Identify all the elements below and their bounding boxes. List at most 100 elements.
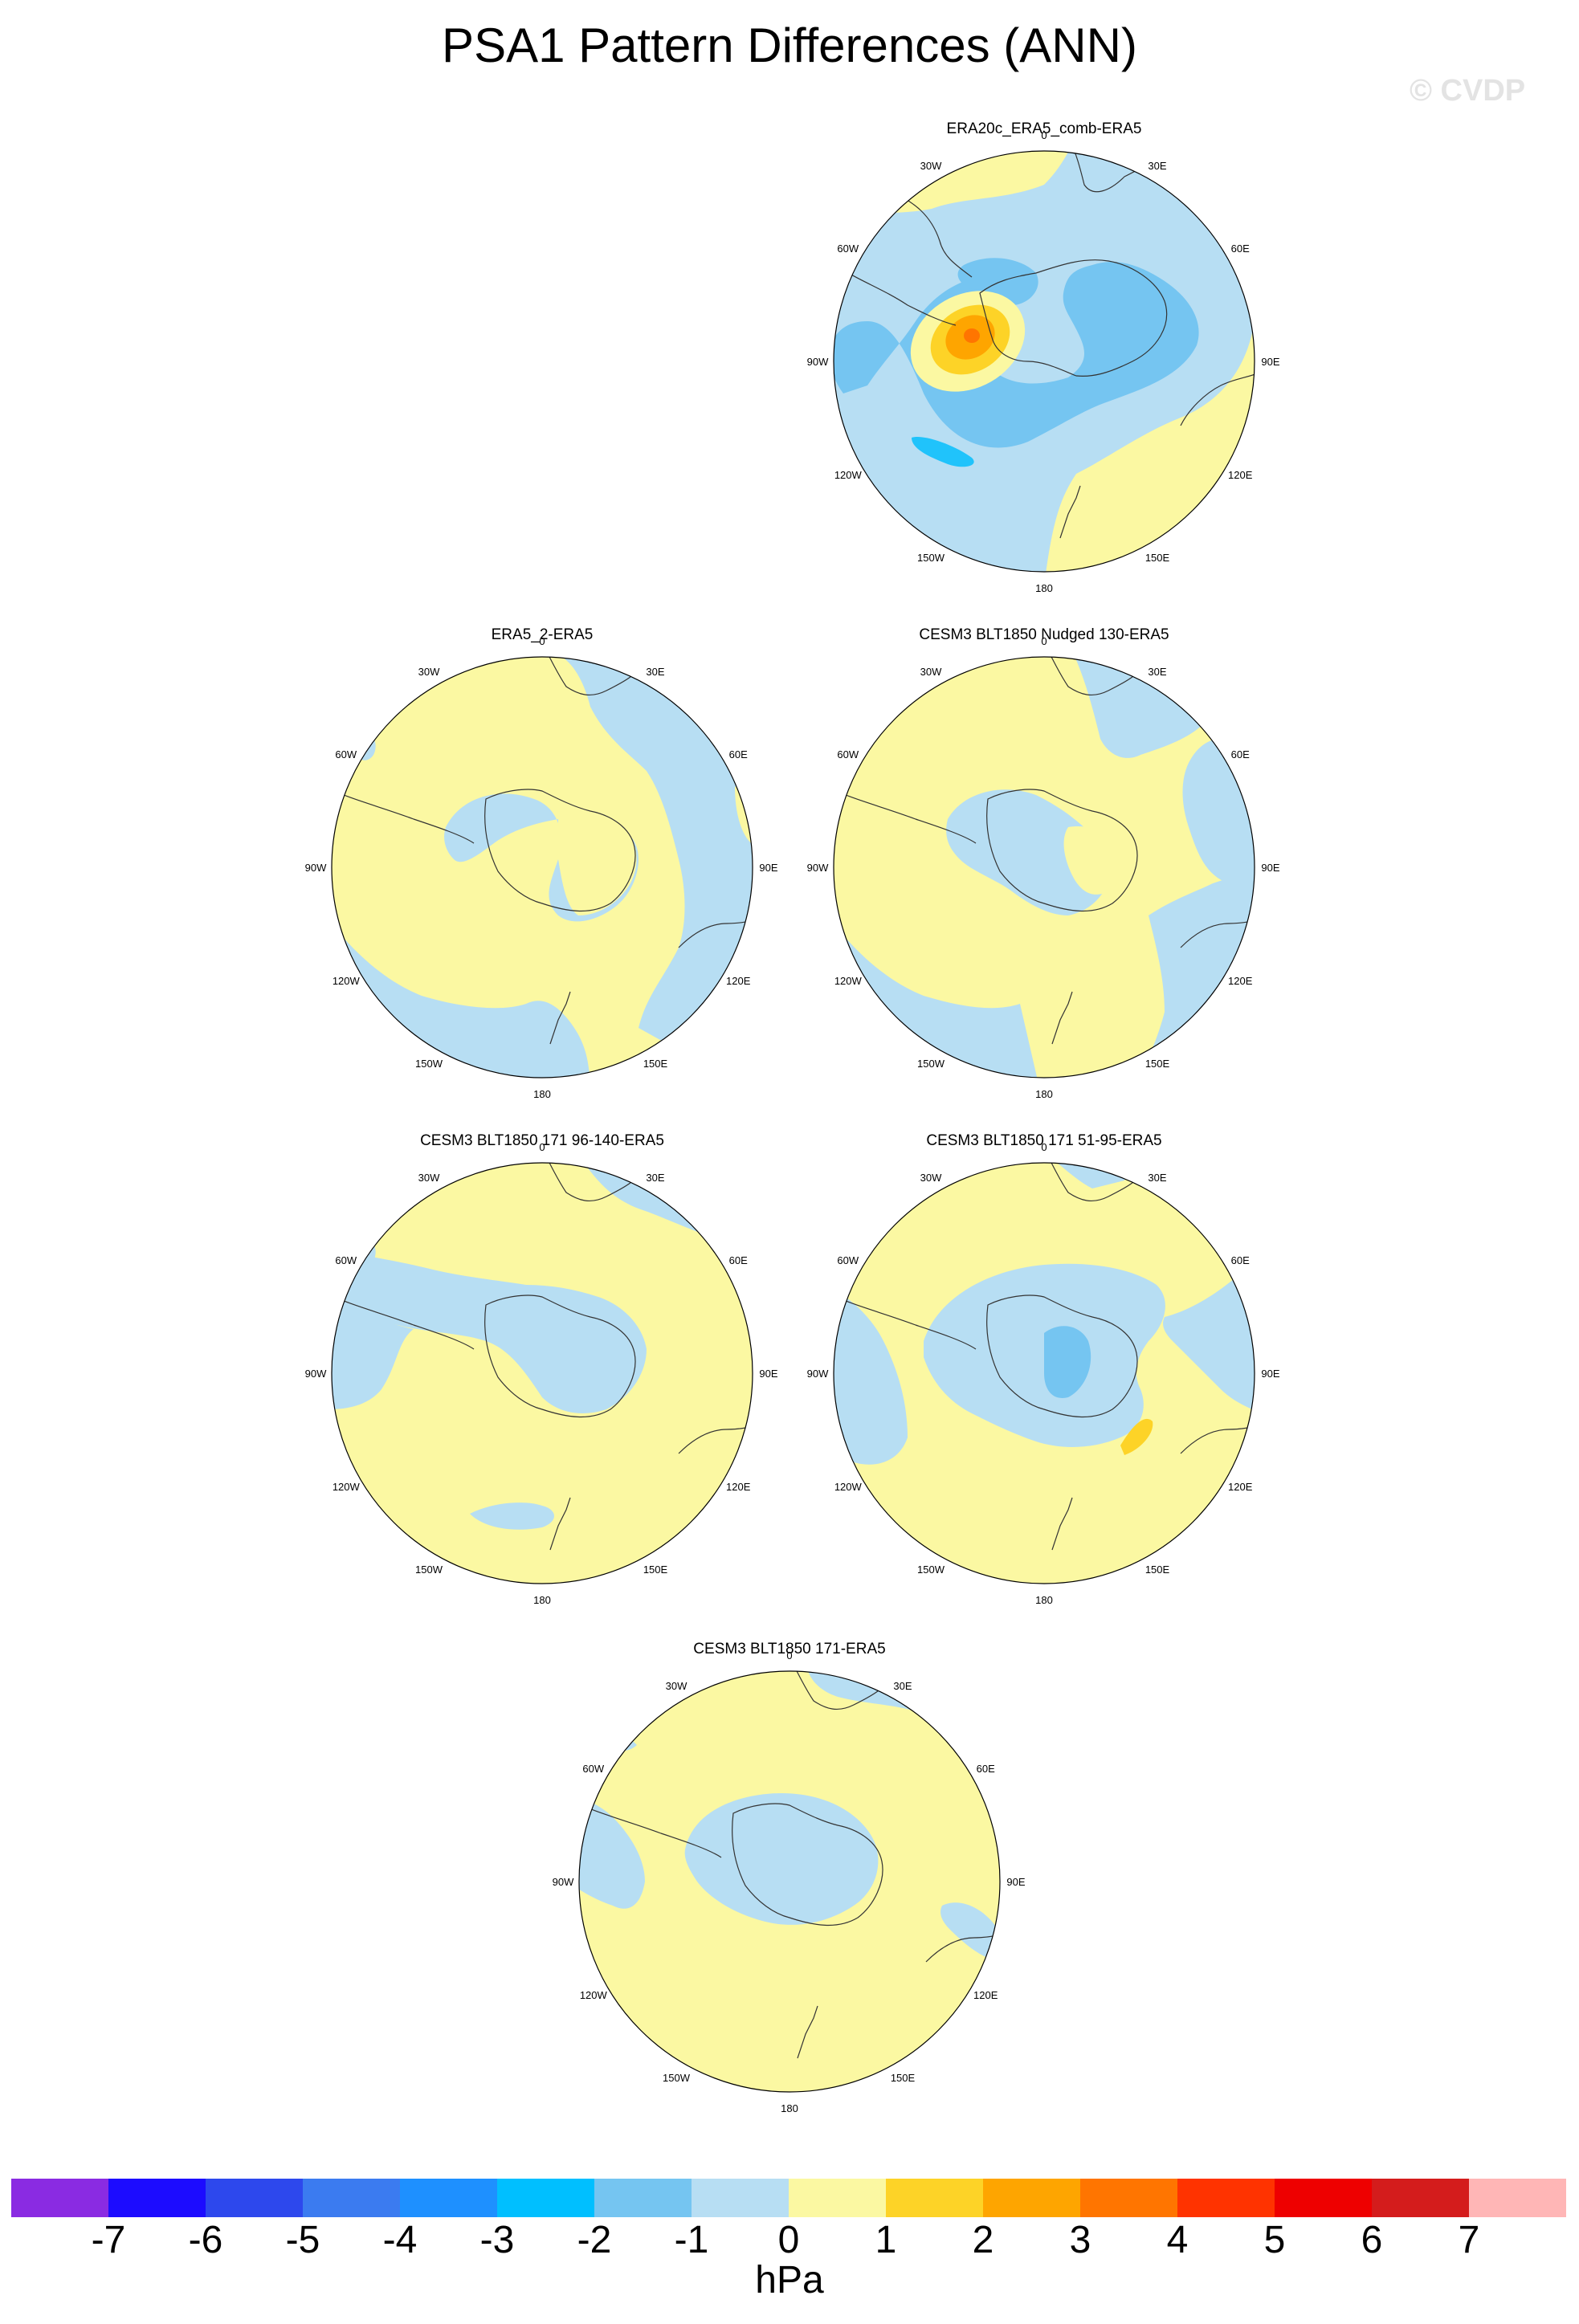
longitude-label: 180	[533, 1088, 551, 1100]
colorbar-box	[886, 2179, 983, 2217]
longitude-label: 60W	[837, 243, 859, 255]
longitude-label: 150W	[663, 2072, 691, 2084]
polar-map-2: ERA5_2-ERA5 0 30E 60E 90E 120E 150E 180 150W 120…	[305, 626, 778, 1100]
colorbar-tick: 4	[1166, 2219, 1189, 2261]
negative-region	[1163, 1266, 1255, 1421]
longitude-label: 60E	[1231, 1254, 1250, 1266]
colorbar-box	[692, 2179, 789, 2217]
longitude-label: 90W	[553, 1876, 574, 1888]
colorbar-tick: 2	[972, 2219, 994, 2261]
longitude-label: 0	[539, 1141, 545, 1153]
colorbar-box	[1177, 2179, 1275, 2217]
longitude-label: 120W	[580, 1989, 608, 2001]
positive-region	[1063, 826, 1126, 895]
figure-title: PSA1 Pattern Differences (ANN)	[442, 18, 1137, 72]
longitude-label: 150E	[1145, 552, 1170, 564]
colorbar-tick: -2	[577, 2219, 612, 2261]
longitude-label: 30E	[1148, 1172, 1166, 1184]
longitude-label: 120W	[834, 1481, 863, 1493]
longitude-label: 180	[1035, 1594, 1053, 1606]
longitude-label: 150E	[891, 2072, 916, 2084]
longitude-label: 90E	[1261, 1368, 1279, 1380]
longitude-label: 120E	[726, 975, 751, 987]
map-panel-1: ERA20c_ERA5_comb-ERA5 0 30E 60E 90E 120E 150E…	[803, 120, 1285, 602]
longitude-label: 180	[1035, 1088, 1053, 1100]
longitude-label: 150W	[415, 1564, 443, 1576]
longitude-label: 120W	[834, 469, 863, 481]
polar-map-4: CESM3 BLT1850 171 96-140-ERA5 0 30E 60E 90E…	[305, 1132, 778, 1606]
longitude-label: 60E	[1231, 748, 1250, 760]
cvdp-watermark: © CVDP	[1410, 74, 1526, 108]
colorbar-tick: -7	[91, 2219, 126, 2261]
longitude-label: 0	[786, 1649, 792, 1661]
negative-region	[332, 1245, 647, 1413]
map-boundary	[331, 1162, 753, 1584]
polar-map-3: CESM3 BLT1850 Nudged 130-ERA5 0 30E 60E 90E…	[807, 626, 1280, 1100]
longitude-label: 180	[781, 2102, 798, 2114]
longitude-label: 120E	[726, 1481, 751, 1493]
longitude-labels: 0 30E 60E 90E 120E 150E 180 150W 120W 90W 60W 30W	[305, 635, 778, 1100]
panel-title: ERA5_2-ERA5	[492, 626, 594, 643]
longitude-label: 30W	[418, 666, 440, 678]
longitude-label: 120W	[333, 975, 361, 987]
longitude-label: 30W	[418, 1172, 440, 1184]
longitude-label: 150E	[1145, 1564, 1170, 1576]
colorbar-tick: -1	[674, 2219, 709, 2261]
panel-title: CESM3 BLT1850 171 51-95-ERA5	[926, 1132, 1161, 1149]
longitude-label: 120E	[1228, 975, 1253, 987]
coastlines	[579, 1671, 1000, 2059]
panel-title: ERA20c_ERA5_comb-ERA5	[947, 120, 1142, 137]
longitude-labels: 0 30E 60E 90E 120E 150E 180 150W 120W 90W 60W 30W	[305, 1141, 778, 1606]
longitude-label: 30W	[920, 1172, 942, 1184]
colorbar-box	[983, 2179, 1080, 2217]
negative-region	[597, 1728, 637, 1751]
longitude-label: 60W	[335, 1254, 357, 1266]
longitude-label: 0	[1041, 635, 1047, 647]
longitude-label: 0	[1041, 129, 1047, 141]
negative-region	[684, 1793, 879, 1925]
longitude-label: 120E	[973, 1989, 998, 2001]
longitude-label: 120E	[1228, 469, 1253, 481]
longitude-label: 60E	[729, 748, 748, 760]
colorbar-tick: 0	[777, 2219, 800, 2261]
colorbar-tick: -5	[285, 2219, 320, 2261]
longitude-label: 150E	[643, 1564, 668, 1576]
negative-region	[579, 1793, 645, 1909]
longitude-label: 90W	[807, 862, 829, 874]
longitude-label: 90E	[1261, 356, 1279, 368]
longitude-label: 180	[533, 1594, 551, 1606]
colorbar-box	[594, 2179, 692, 2217]
longitude-label: 120E	[1228, 1481, 1253, 1493]
longitude-label: 90W	[305, 862, 327, 874]
colorbar-tick: 5	[1263, 2219, 1286, 2261]
positive-region	[558, 815, 637, 915]
colorbar	[11, 2179, 1566, 2217]
colorbar-box	[206, 2179, 303, 2217]
colorbar-box	[1372, 2179, 1469, 2217]
longitude-label: 60E	[977, 1763, 995, 1775]
longitude-label: 30E	[1148, 666, 1166, 678]
positive-anomaly	[1120, 1418, 1153, 1455]
longitude-label: 180	[1035, 582, 1053, 594]
positive-anomaly-core	[964, 328, 980, 343]
longitude-label: 30E	[646, 666, 664, 678]
colorbar-box	[1080, 2179, 1177, 2217]
longitude-label: 60W	[582, 1763, 604, 1775]
longitude-label: 90E	[1006, 1876, 1025, 1888]
longitude-label: 90E	[759, 862, 777, 874]
negative-region	[834, 262, 1199, 448]
longitude-label: 150W	[415, 1058, 443, 1070]
longitude-label: 30W	[666, 1680, 687, 1692]
longitude-labels: 0 30E 60E 90E 120E 150E 180 150W 120W 90W 60W 30W	[807, 635, 1280, 1100]
moderate-negative-region	[1044, 1326, 1091, 1398]
colorbar-tick: 7	[1458, 2219, 1480, 2261]
longitude-label: 60W	[837, 748, 859, 760]
longitude-label: 150W	[917, 1058, 945, 1070]
negative-region	[470, 1502, 554, 1530]
polar-map-6: CESM3 BLT1850 171-ERA5 0 30E 60E 90E 120E 150…	[553, 1641, 1026, 2114]
longitude-label: 0	[539, 635, 545, 647]
colorbar-box	[1469, 2179, 1566, 2217]
colorbar-units: hPa	[755, 2259, 824, 2302]
colorbar-box	[789, 2179, 886, 2217]
colorbar-box	[400, 2179, 497, 2217]
